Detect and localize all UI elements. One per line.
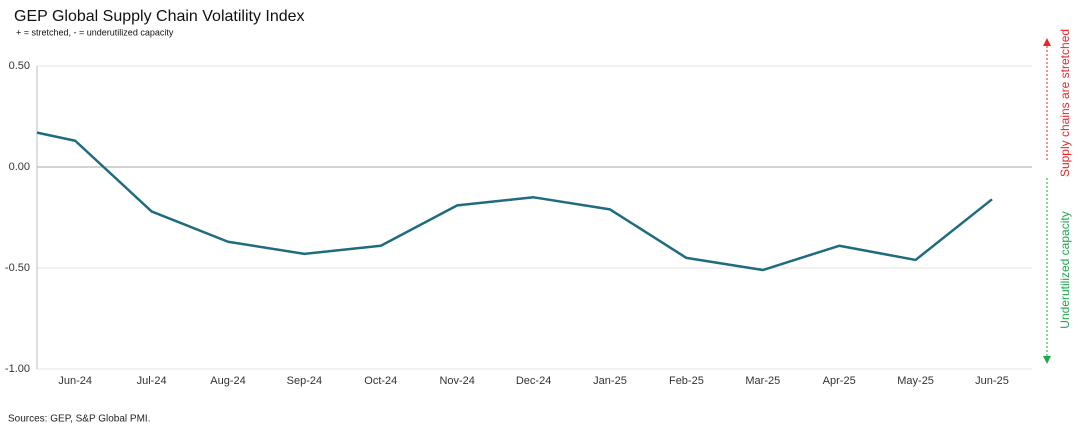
- y-tick-label: -0.50: [5, 262, 30, 274]
- source-note: Sources: GEP, S&P Global PMI.: [8, 414, 150, 425]
- chart-subtitle: + = stretched, - = underutilized capacit…: [16, 27, 174, 37]
- down-arrow-head: [1043, 356, 1051, 364]
- x-tick-label: Jun-24: [58, 375, 92, 387]
- y-tick-label: 0.50: [9, 60, 30, 72]
- chart-title: GEP Global Supply Chain Volatility Index: [14, 8, 305, 25]
- y-tick-label: 0.00: [9, 161, 30, 173]
- x-tick-label: Nov-24: [439, 375, 474, 387]
- x-tick-label: Dec-24: [516, 375, 551, 387]
- x-tick-label: May-25: [897, 375, 934, 387]
- annotation: Supply chains are stretched: [1058, 29, 1072, 177]
- annotation: Underutilized capacity: [1058, 211, 1072, 328]
- x-tick-label: Feb-25: [669, 375, 704, 387]
- x-tick-label: Jul-24: [137, 375, 167, 387]
- x-tick-label: Sep-24: [287, 375, 322, 387]
- x-tick-label: Mar-25: [745, 375, 780, 387]
- up-arrow-head: [1043, 38, 1051, 46]
- x-tick-label: Aug-24: [210, 375, 245, 387]
- y-tick-label: -1.00: [5, 363, 30, 375]
- data-line: [36, 131, 993, 272]
- x-tick-label: Jun-25: [975, 375, 1009, 387]
- x-tick-label: Apr-25: [823, 375, 856, 387]
- x-tick-label: Oct-24: [364, 375, 397, 387]
- x-tick-label: Jan-25: [593, 375, 627, 387]
